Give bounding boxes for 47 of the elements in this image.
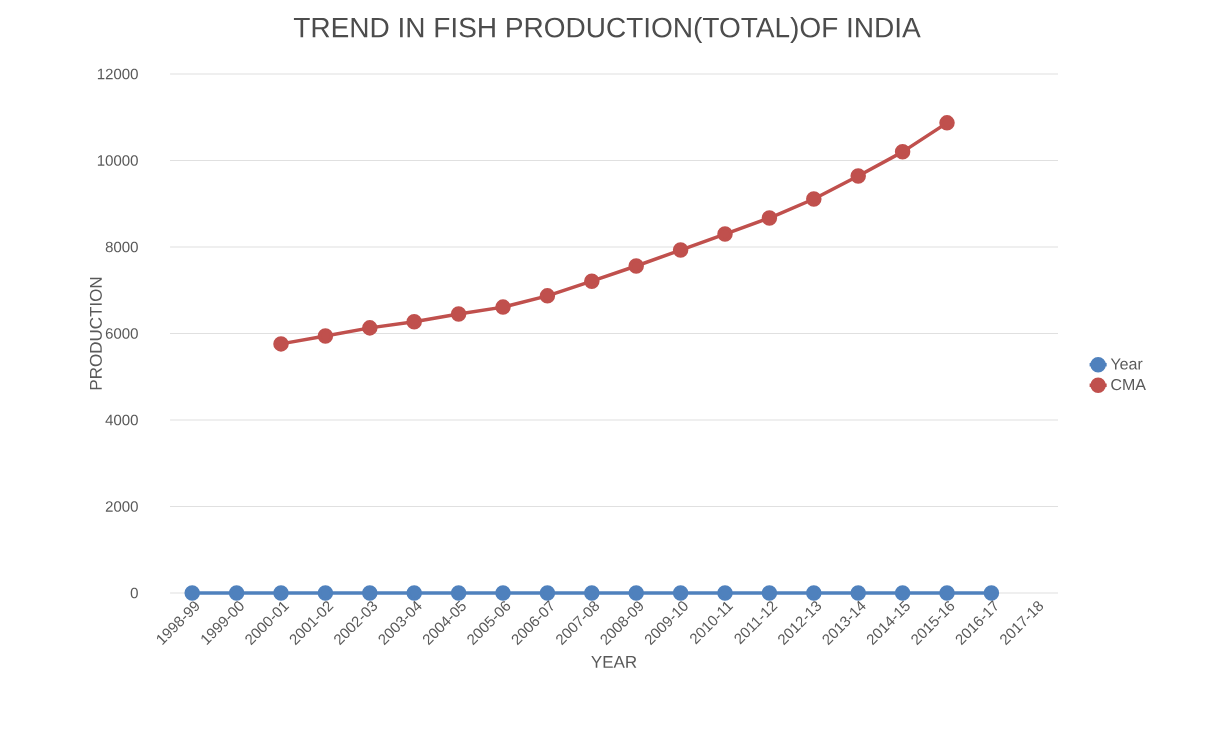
point (717, 585, 733, 601)
point (495, 585, 511, 601)
point (362, 585, 378, 601)
point (672, 585, 689, 601)
y-tick-label: 2000 (105, 501, 138, 512)
point (628, 258, 644, 274)
point (672, 242, 689, 258)
point (584, 273, 600, 289)
point (894, 144, 911, 160)
point (584, 585, 600, 601)
point (495, 299, 511, 315)
point (939, 585, 955, 601)
point (184, 585, 200, 601)
point (317, 585, 334, 601)
y-axis-title: PRODUCTION (89, 277, 102, 390)
x-axis-title: YEAR (591, 656, 637, 668)
y-tick-label: 0 (130, 587, 138, 599)
point (228, 585, 245, 601)
y-tick-label: 12000 (97, 68, 138, 80)
point (406, 314, 422, 330)
point (273, 585, 289, 601)
point (406, 585, 422, 601)
point (850, 168, 866, 184)
point (362, 320, 378, 336)
y-tick-label: 4000 (105, 414, 138, 426)
point (761, 210, 778, 226)
point (939, 115, 955, 131)
y-tick-label: 10000 (97, 155, 138, 166)
point (450, 306, 467, 322)
point (761, 585, 778, 601)
point (806, 191, 822, 207)
legend-label: CMA (1111, 378, 1146, 391)
point (450, 585, 467, 601)
point (983, 585, 1000, 601)
point (539, 288, 556, 304)
point (628, 585, 644, 601)
y-tick-label: 6000 (105, 328, 138, 339)
chart-title: TREND IN FISH PRODUCTION(TOTAL)OF INDIA (293, 16, 921, 44)
y-tick-label: 8000 (105, 241, 138, 253)
point (539, 585, 556, 601)
point (717, 226, 733, 242)
point (806, 585, 822, 601)
point (273, 336, 289, 352)
point (894, 585, 911, 601)
legend-label: Year (1110, 358, 1143, 370)
point (317, 328, 334, 344)
point (850, 585, 866, 601)
